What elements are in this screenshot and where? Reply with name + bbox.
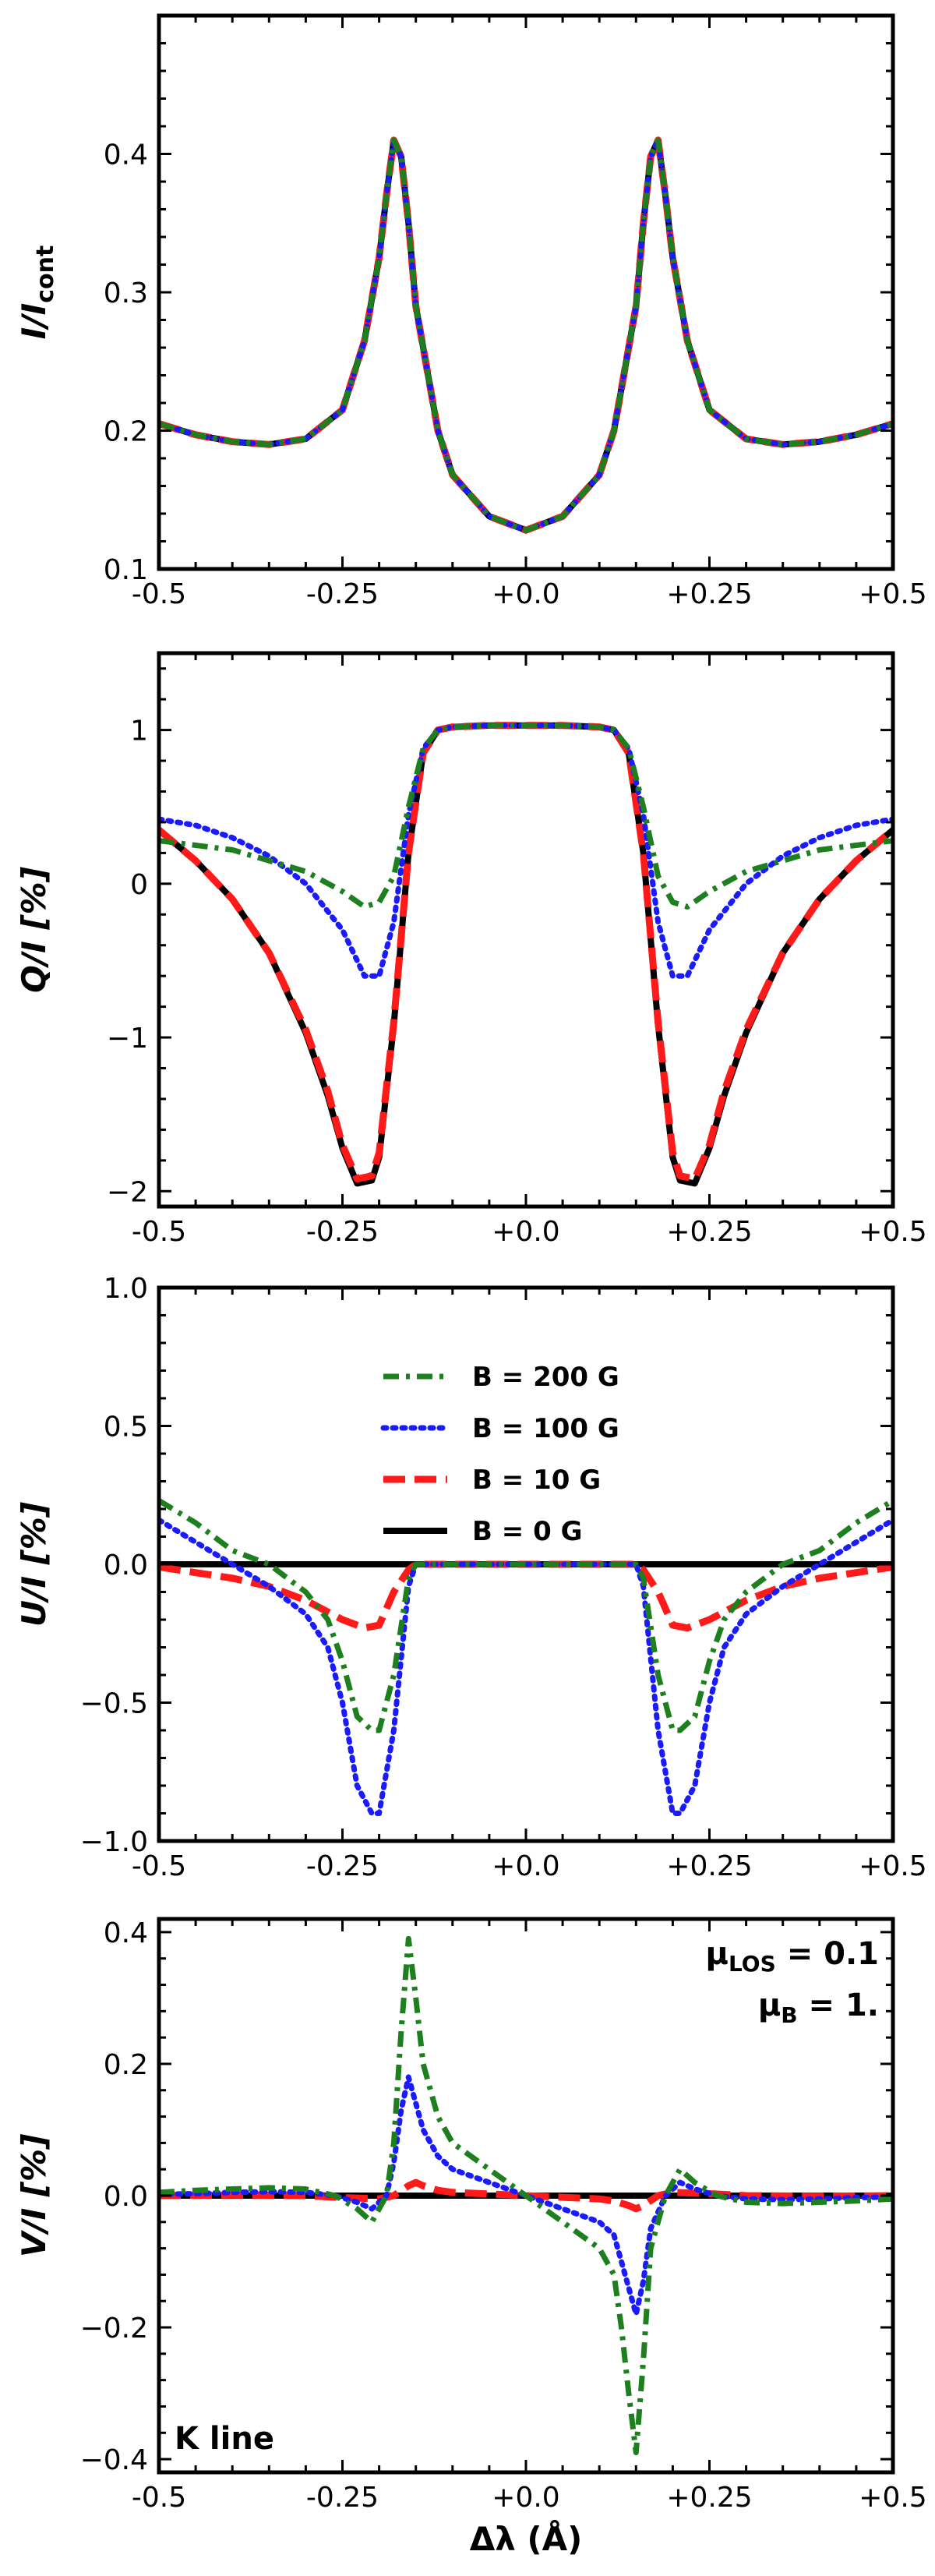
annotation-mu-value: = 0.1	[776, 1936, 879, 1972]
x-tick-label: +0.5	[859, 2482, 926, 2514]
annotation-mu-symbol: μ	[706, 1936, 729, 1972]
y-tick-label: 0.2	[104, 2049, 148, 2081]
y-tick-label: −2	[107, 1176, 148, 1208]
series-line-b-200-g	[159, 723, 893, 910]
x-tick-label: +0.5	[859, 1216, 926, 1248]
y-tick-label: −1	[107, 1023, 148, 1055]
legend-label: B = 100 G	[472, 1413, 619, 1444]
annotation-mu-subscript: B	[781, 2002, 797, 2028]
panel-2: -0.5 -0.25 +0.0 +0.25 +0.5 −2 −1 0 1 Q/I [%]	[15, 651, 927, 1248]
y-tick-label: 0.0	[104, 1549, 148, 1581]
y-tick-label: 0.2	[104, 416, 148, 448]
annotation-line-label: K line	[175, 2421, 274, 2457]
x-tick-label: +0.0	[492, 1850, 559, 1882]
panel-4: -0.5 -0.25 +0.0 +0.25 +0.5 −0.4 −0.2 0.0 0.2 0.4 V…	[15, 1917, 927, 2558]
y-axis-label-subscript: cont	[32, 246, 59, 303]
annotations: μLOS = 0.1μB = 1.K line	[175, 1936, 879, 2457]
y-axis-label-text: I/I	[15, 303, 53, 340]
x-tick-label: -0.5	[132, 1850, 186, 1882]
series-line-b-10-g	[159, 1560, 893, 1632]
series-group	[159, 1498, 893, 1816]
series-line-b-10-g	[159, 722, 893, 1182]
y-tick-label: −0.5	[80, 1688, 148, 1720]
series-line-b-200-g	[159, 137, 893, 533]
annotation-mu-los: μLOS = 0.1	[706, 1936, 879, 1977]
series-line-b-100-g	[159, 723, 893, 979]
x-tick-label: -0.5	[132, 2482, 186, 2514]
series-line-b-200-g	[159, 1498, 893, 1733]
y-tick-label: 0.5	[104, 1412, 148, 1443]
panel-1: -0.5 -0.25 +0.0 +0.25 +0.5 0.1 0.2 0.3 0.4 I/Icon…	[15, 13, 927, 610]
y-tick-label: 1	[130, 716, 148, 747]
y-axis-label-text: U/I [%]	[15, 1502, 53, 1627]
y-tick-label: 0.4	[104, 140, 148, 171]
y-tick-label: 1.0	[104, 1273, 148, 1305]
legend: B = 200 G B = 100 G B = 10 G B = 0 G	[380, 1362, 619, 1547]
x-tick-label: -0.5	[132, 578, 186, 610]
x-tick-label: +0.25	[666, 1850, 752, 1882]
x-tick-label: -0.25	[306, 578, 379, 610]
x-tick-label: +0.0	[492, 1216, 559, 1248]
panel-3: -0.5 -0.25 +0.0 +0.25 +0.5 −1.0 −0.5 0.0 0.5 1.0 U…	[15, 1273, 927, 1882]
legend-label: B = 0 G	[472, 1516, 582, 1547]
axes-frame	[157, 13, 895, 571]
y-axis-label: I/Icont	[15, 246, 59, 340]
x-tick-label: -0.25	[306, 1216, 379, 1248]
y-axis-label: U/I [%]	[15, 1502, 53, 1627]
y-tick-label: 0	[130, 869, 148, 901]
y-axis-label: Q/I [%]	[15, 867, 53, 993]
y-tick-label: 0.4	[104, 1917, 148, 1949]
annotation-mu-symbol: μ	[758, 1988, 781, 2023]
legend-label: B = 10 G	[472, 1465, 601, 1496]
annotation-mu-value: = 1.	[798, 1988, 879, 2023]
series-line-b-100-g	[159, 1517, 893, 1816]
series-group	[159, 1935, 893, 2456]
x-axis-label: Δλ (Å)	[470, 2519, 583, 2558]
y-tick-label: −0.2	[80, 2313, 148, 2345]
y-axis-label: V/I [%]	[15, 2134, 53, 2258]
y-tick-label: −1.0	[80, 1826, 148, 1858]
axes-frame	[157, 651, 895, 1209]
series-line-b-10-g	[159, 2178, 893, 2213]
x-tick-label: -0.5	[132, 1216, 186, 1248]
annotation-mu-b: μB = 1.	[758, 1988, 879, 2028]
y-axis-label-text: V/I [%]	[15, 2134, 53, 2258]
x-tick-label: +0.0	[492, 578, 559, 610]
x-tick-label: +0.0	[492, 2482, 559, 2514]
x-tick-label: +0.5	[859, 578, 926, 610]
annotation-mu-subscript: LOS	[729, 1951, 776, 1977]
series-line-b-100-g	[159, 137, 893, 533]
series-line-b-10-g	[159, 136, 893, 534]
x-tick-label: +0.25	[666, 578, 752, 610]
x-tick-label: +0.25	[666, 2482, 752, 2514]
x-tick-label: +0.25	[666, 1216, 752, 1248]
legend-label: B = 200 G	[472, 1362, 619, 1393]
y-tick-label: −0.4	[80, 2444, 148, 2476]
series-line-b-200-g	[159, 1935, 893, 2456]
y-tick-label: 0.3	[104, 277, 148, 309]
x-tick-label: -0.25	[306, 1850, 379, 1882]
series-group	[159, 136, 893, 534]
x-tick-label: +0.5	[859, 1850, 926, 1882]
y-tick-label: 0.0	[104, 2181, 148, 2213]
y-tick-label: 0.1	[104, 554, 148, 586]
y-axis-label-text: Q/I [%]	[15, 867, 53, 993]
x-tick-label: -0.25	[306, 2482, 379, 2514]
series-group	[159, 722, 893, 1187]
series-line-b-0-g	[159, 136, 893, 534]
